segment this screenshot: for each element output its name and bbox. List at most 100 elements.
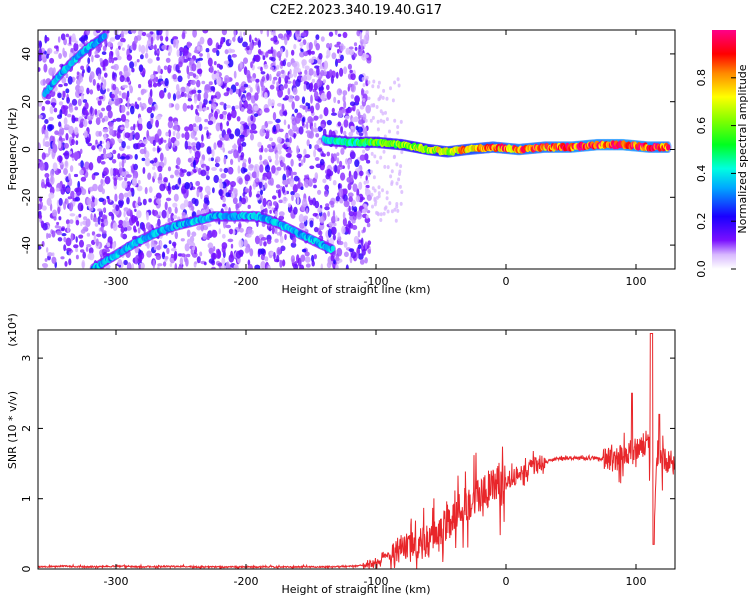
- noise-cell: [269, 209, 272, 214]
- noise-cell: [63, 82, 68, 87]
- noise-cell: [270, 46, 274, 54]
- noise-cell: [293, 133, 296, 139]
- noise-cell: [261, 76, 266, 82]
- noise-cell: [351, 219, 356, 224]
- noise-cell: [242, 192, 246, 197]
- noise-cell: [101, 76, 105, 83]
- noise-cell: [326, 151, 331, 157]
- noise-cell: [215, 122, 221, 132]
- noise-cell: [160, 80, 165, 85]
- noise-cell: [286, 61, 292, 68]
- noise-cell: [315, 163, 322, 168]
- noise-cell: [61, 127, 65, 135]
- noise-cell: [196, 225, 202, 231]
- noise-cell: [333, 222, 337, 227]
- noise-cell: [111, 71, 115, 81]
- noise-cell: [140, 54, 144, 60]
- noise-cell: [95, 139, 98, 145]
- noise-cell: [162, 261, 167, 267]
- noise-cell: [187, 98, 193, 102]
- noise-cell: [146, 250, 152, 258]
- noise-cell: [267, 144, 272, 149]
- noise-cell: [252, 130, 258, 134]
- noise-cell: [260, 30, 263, 35]
- noise-cell: [360, 41, 363, 51]
- y-tick-label: 20: [20, 95, 33, 109]
- noise-cell: [367, 173, 371, 178]
- noise-cell: [155, 115, 162, 121]
- noise-cell: [266, 238, 272, 245]
- noise-cell: [253, 163, 260, 172]
- colorbar-ticks: 0.0 0.2 0.4 0.6 0.8: [695, 69, 736, 278]
- noise-cell: [313, 115, 319, 121]
- noise-cell: [263, 63, 269, 70]
- noise-cell: [393, 207, 397, 212]
- noise-cell: [262, 176, 266, 181]
- noise-cell: [310, 94, 313, 104]
- noise-cell: [398, 184, 402, 189]
- noise-cell: [287, 150, 293, 154]
- noise-cell: [262, 55, 266, 61]
- noise-cell: [108, 56, 112, 64]
- noise-cell: [220, 173, 227, 179]
- noise-cell: [65, 237, 72, 247]
- noise-cell: [365, 90, 369, 95]
- noise-cell: [136, 210, 142, 219]
- noise-cell: [325, 55, 329, 59]
- noise-cell: [358, 132, 364, 136]
- noise-cell: [293, 263, 299, 269]
- noise-cell: [320, 158, 325, 166]
- noise-cell: [66, 97, 70, 104]
- noise-cell: [64, 261, 68, 267]
- noise-cell: [123, 70, 130, 79]
- noise-cell: [308, 68, 314, 76]
- noise-cell: [304, 65, 310, 71]
- noise-cell: [219, 182, 224, 190]
- noise-cell: [272, 112, 277, 121]
- noise-cell: [354, 95, 360, 104]
- noise-cell: [96, 155, 102, 164]
- noise-cell: [260, 189, 263, 196]
- noise-cell: [376, 127, 380, 132]
- noise-cell: [68, 252, 71, 256]
- noise-cell: [71, 138, 75, 146]
- noise-cell: [113, 63, 119, 71]
- noise-cell: [322, 79, 327, 84]
- noise-cell: [315, 102, 320, 111]
- noise-cell: [337, 110, 343, 118]
- noise-cell: [102, 83, 106, 91]
- noise-cell: [340, 147, 345, 155]
- noise-cell: [75, 254, 79, 260]
- noise-cell: [75, 140, 79, 146]
- noise-cell: [102, 207, 106, 213]
- noise-cell: [38, 67, 41, 72]
- noise-cell: [82, 226, 89, 232]
- noise-cell: [348, 205, 351, 213]
- noise-cell: [220, 36, 224, 45]
- noise-cell: [168, 137, 171, 147]
- noise-cell: [109, 100, 115, 105]
- noise-cell: [385, 96, 389, 101]
- noise-cell: [79, 169, 84, 176]
- noise-cell: [75, 247, 79, 253]
- noise-cell: [79, 123, 84, 128]
- snr-y-scale-label: (x10⁴): [6, 313, 19, 347]
- snr-y-ticks: 0 1 2 3: [20, 355, 675, 573]
- noise-cell: [64, 124, 70, 129]
- noise-cell: [294, 108, 299, 114]
- noise-cell: [165, 57, 171, 63]
- noise-cell: [131, 67, 135, 73]
- noise-cell: [150, 239, 155, 249]
- noise-cell: [93, 234, 97, 243]
- noise-cell: [124, 227, 128, 232]
- noise-cell: [329, 200, 335, 205]
- noise-cell: [86, 244, 92, 248]
- noise-cell: [342, 31, 348, 39]
- noise-cell: [399, 164, 403, 169]
- noise-cell: [367, 96, 371, 101]
- noise-cell: [75, 236, 78, 243]
- noise-cell: [296, 68, 302, 73]
- noise-cell: [183, 199, 189, 208]
- noise-cell: [292, 236, 297, 244]
- noise-cell: [156, 81, 162, 87]
